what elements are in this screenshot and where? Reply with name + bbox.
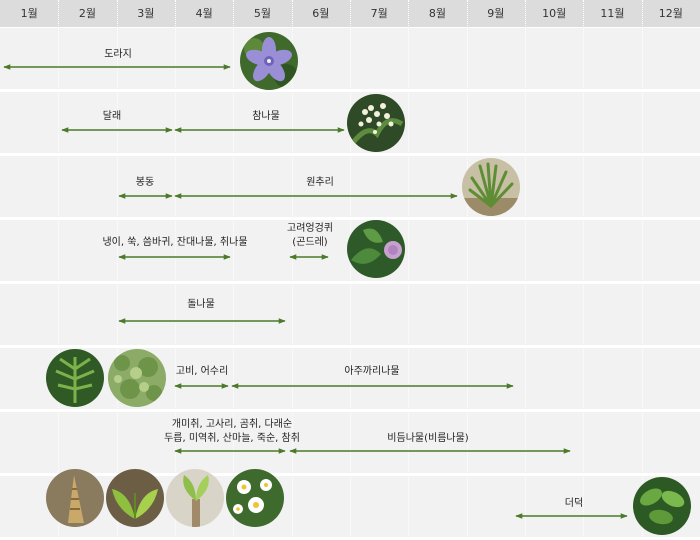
label-bidum: 비듬나물(비름나물) (387, 433, 469, 444)
month-divider (350, 0, 351, 540)
label-deodeok: 더덕 (564, 498, 584, 509)
month-label: 8월 (428, 7, 447, 20)
label-goryeo-1: 고려엉겅퀴 (287, 223, 333, 234)
white-flowers-photo (226, 469, 284, 527)
label-gaemichwi-1: 개미취, 고사리, 곰취, 다래순 (171, 419, 293, 430)
month-label: 11월 (600, 7, 625, 20)
label-chamnamul: 참나물 (252, 111, 280, 122)
month-divider (175, 0, 176, 540)
month-label: 2월 (78, 7, 97, 20)
label-dallae: 달래 (102, 111, 122, 122)
month-divider (117, 0, 118, 540)
label-bongdong: 봉동 (135, 177, 155, 188)
month-divider (292, 0, 293, 540)
month-label: 4월 (195, 7, 213, 20)
month-label: 1월 (20, 7, 38, 20)
moss-plant-photo (108, 349, 166, 407)
label-dolnamul: 돌나물 (187, 299, 215, 310)
aralia-bud-photo (166, 469, 224, 527)
bellflower-photo (240, 32, 298, 90)
label-wonchuri: 원추리 (306, 177, 334, 188)
month-divider (525, 0, 526, 540)
month-divider (233, 0, 234, 540)
label-gaemichwi-2: 두릅, 미역취, 산마늘, 죽순, 참취 (164, 433, 300, 444)
deodeok-leaves-photo (633, 477, 691, 535)
month-label: 9월 (487, 7, 505, 20)
label-doraji: 도라지 (104, 49, 132, 60)
label-gobi: 고비, 어수리 (175, 366, 229, 377)
label-goryeo-2: (곤드레) (292, 237, 328, 248)
month-label: 6월 (312, 7, 330, 20)
month-divider (642, 0, 643, 540)
month-divider (58, 0, 59, 540)
month-label: 3월 (137, 7, 155, 20)
month-label: 5월 (253, 7, 272, 20)
daylily-leaves-photo (462, 158, 520, 216)
fern-plant-photo (46, 349, 104, 407)
thistle-photo (347, 220, 405, 278)
label-ajukkari: 아주까리나물 (344, 366, 400, 377)
month-divider (467, 0, 468, 540)
month-divider (583, 0, 584, 540)
label-naengi-group: 냉이, 쑥, 씀바귀, 잔대나물, 취나물 (102, 237, 248, 248)
bamboo-shoot-photo (46, 469, 104, 527)
month-divider (408, 0, 409, 540)
month-label: 7월 (370, 7, 388, 20)
white-umbel-photo (347, 94, 405, 152)
month-label: 10월 (542, 7, 567, 20)
leaf-sprout-photo (106, 469, 164, 527)
month-label: 12월 (658, 7, 683, 20)
